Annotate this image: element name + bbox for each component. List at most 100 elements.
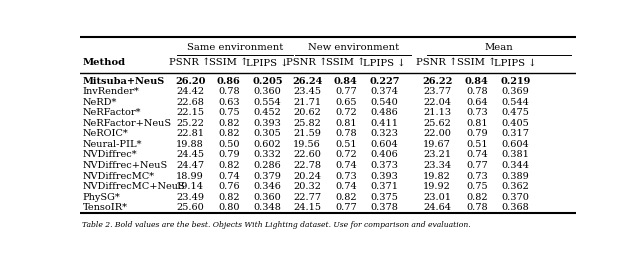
Text: 26.24: 26.24 — [292, 77, 323, 86]
Text: 0.73: 0.73 — [335, 171, 356, 181]
Text: 22.00: 22.00 — [423, 130, 451, 138]
Text: NeROIC*: NeROIC* — [83, 130, 128, 138]
Text: 0.286: 0.286 — [253, 161, 282, 170]
Text: Mitsuba+NeuS: Mitsuba+NeuS — [83, 77, 164, 86]
Text: 21.13: 21.13 — [423, 108, 451, 117]
Text: 0.332: 0.332 — [253, 150, 282, 160]
Text: 0.64: 0.64 — [466, 98, 488, 107]
Text: 0.393: 0.393 — [253, 119, 282, 128]
Text: 0.375: 0.375 — [371, 193, 399, 202]
Text: 23.21: 23.21 — [423, 150, 451, 160]
Text: 0.373: 0.373 — [371, 161, 399, 170]
Text: 22.04: 22.04 — [423, 98, 451, 107]
Text: 0.74: 0.74 — [466, 150, 488, 160]
Text: 0.379: 0.379 — [253, 171, 282, 181]
Text: 0.77: 0.77 — [335, 203, 356, 212]
Text: 0.82: 0.82 — [466, 193, 488, 202]
Text: 24.64: 24.64 — [423, 203, 451, 212]
Text: 24.42: 24.42 — [176, 87, 204, 96]
Text: 0.75: 0.75 — [466, 182, 488, 191]
Text: 0.78: 0.78 — [466, 87, 488, 96]
Text: Neural-PIL*: Neural-PIL* — [83, 140, 142, 149]
Text: 20.62: 20.62 — [293, 108, 321, 117]
Text: PSNR ↑: PSNR ↑ — [287, 59, 328, 68]
Text: NVDiffrec*: NVDiffrec* — [83, 150, 137, 160]
Text: 0.77: 0.77 — [466, 161, 488, 170]
Text: 25.62: 25.62 — [423, 119, 451, 128]
Text: 21.71: 21.71 — [293, 98, 321, 107]
Text: 0.73: 0.73 — [466, 108, 488, 117]
Text: 26.22: 26.22 — [422, 77, 452, 86]
Text: New environment: New environment — [308, 42, 399, 52]
Text: 0.82: 0.82 — [218, 161, 239, 170]
Text: 0.80: 0.80 — [218, 203, 239, 212]
Text: 18.99: 18.99 — [176, 171, 204, 181]
Text: 0.317: 0.317 — [502, 130, 529, 138]
Text: 24.15: 24.15 — [293, 203, 321, 212]
Text: 0.86: 0.86 — [217, 77, 241, 86]
Text: 21.59: 21.59 — [293, 130, 321, 138]
Text: 24.45: 24.45 — [176, 150, 204, 160]
Text: 0.389: 0.389 — [502, 171, 529, 181]
Text: 22.78: 22.78 — [293, 161, 321, 170]
Text: 25.60: 25.60 — [176, 203, 204, 212]
Text: 0.406: 0.406 — [371, 150, 399, 160]
Text: 0.393: 0.393 — [371, 171, 399, 181]
Text: LPIPS ↓: LPIPS ↓ — [246, 59, 289, 68]
Text: 0.540: 0.540 — [371, 98, 399, 107]
Text: 0.604: 0.604 — [502, 140, 529, 149]
Text: 0.360: 0.360 — [253, 87, 282, 96]
Text: NVDiffrec+NeuS: NVDiffrec+NeuS — [83, 161, 168, 170]
Text: 0.79: 0.79 — [218, 150, 239, 160]
Text: 23.34: 23.34 — [423, 161, 451, 170]
Text: 0.78: 0.78 — [335, 130, 356, 138]
Text: SSIM ↑: SSIM ↑ — [326, 59, 365, 68]
Text: 0.81: 0.81 — [466, 119, 488, 128]
Text: 0.65: 0.65 — [335, 98, 356, 107]
Text: 23.49: 23.49 — [176, 193, 204, 202]
Text: 0.74: 0.74 — [335, 161, 356, 170]
Text: 0.63: 0.63 — [218, 98, 239, 107]
Text: 0.348: 0.348 — [253, 203, 282, 212]
Text: 0.360: 0.360 — [253, 193, 282, 202]
Text: 0.78: 0.78 — [466, 203, 488, 212]
Text: 0.369: 0.369 — [502, 87, 529, 96]
Text: 0.227: 0.227 — [369, 77, 400, 86]
Text: 0.50: 0.50 — [218, 140, 239, 149]
Text: LPIPS ↓: LPIPS ↓ — [364, 59, 406, 68]
Text: NVDiffrecMC*: NVDiffrecMC* — [83, 171, 155, 181]
Text: 25.82: 25.82 — [293, 119, 321, 128]
Text: 0.405: 0.405 — [502, 119, 529, 128]
Text: 0.82: 0.82 — [218, 119, 239, 128]
Text: 0.74: 0.74 — [335, 182, 356, 191]
Text: 0.475: 0.475 — [502, 108, 529, 117]
Text: 0.371: 0.371 — [371, 182, 399, 191]
Text: NeRD*: NeRD* — [83, 98, 117, 107]
Text: 0.411: 0.411 — [371, 119, 399, 128]
Text: 0.51: 0.51 — [466, 140, 488, 149]
Text: 0.305: 0.305 — [253, 130, 282, 138]
Text: 0.370: 0.370 — [502, 193, 529, 202]
Text: 0.346: 0.346 — [253, 182, 282, 191]
Text: 22.60: 22.60 — [293, 150, 321, 160]
Text: 0.79: 0.79 — [466, 130, 488, 138]
Text: InvRender*: InvRender* — [83, 87, 140, 96]
Text: NeRFactor+NeuS: NeRFactor+NeuS — [83, 119, 172, 128]
Text: 0.75: 0.75 — [218, 108, 239, 117]
Text: 0.81: 0.81 — [335, 119, 356, 128]
Text: Method: Method — [83, 59, 125, 68]
Text: 0.84: 0.84 — [465, 77, 489, 86]
Text: 0.205: 0.205 — [252, 77, 283, 86]
Text: Same environment: Same environment — [187, 42, 283, 52]
Text: 0.604: 0.604 — [371, 140, 399, 149]
Text: 0.544: 0.544 — [502, 98, 529, 107]
Text: 0.82: 0.82 — [218, 130, 239, 138]
Text: 0.344: 0.344 — [502, 161, 529, 170]
Text: 0.381: 0.381 — [502, 150, 529, 160]
Text: 0.74: 0.74 — [218, 171, 239, 181]
Text: 0.73: 0.73 — [466, 171, 488, 181]
Text: 22.15: 22.15 — [176, 108, 204, 117]
Text: SSIM ↑: SSIM ↑ — [209, 59, 248, 68]
Text: 0.602: 0.602 — [253, 140, 282, 149]
Text: 22.68: 22.68 — [176, 98, 204, 107]
